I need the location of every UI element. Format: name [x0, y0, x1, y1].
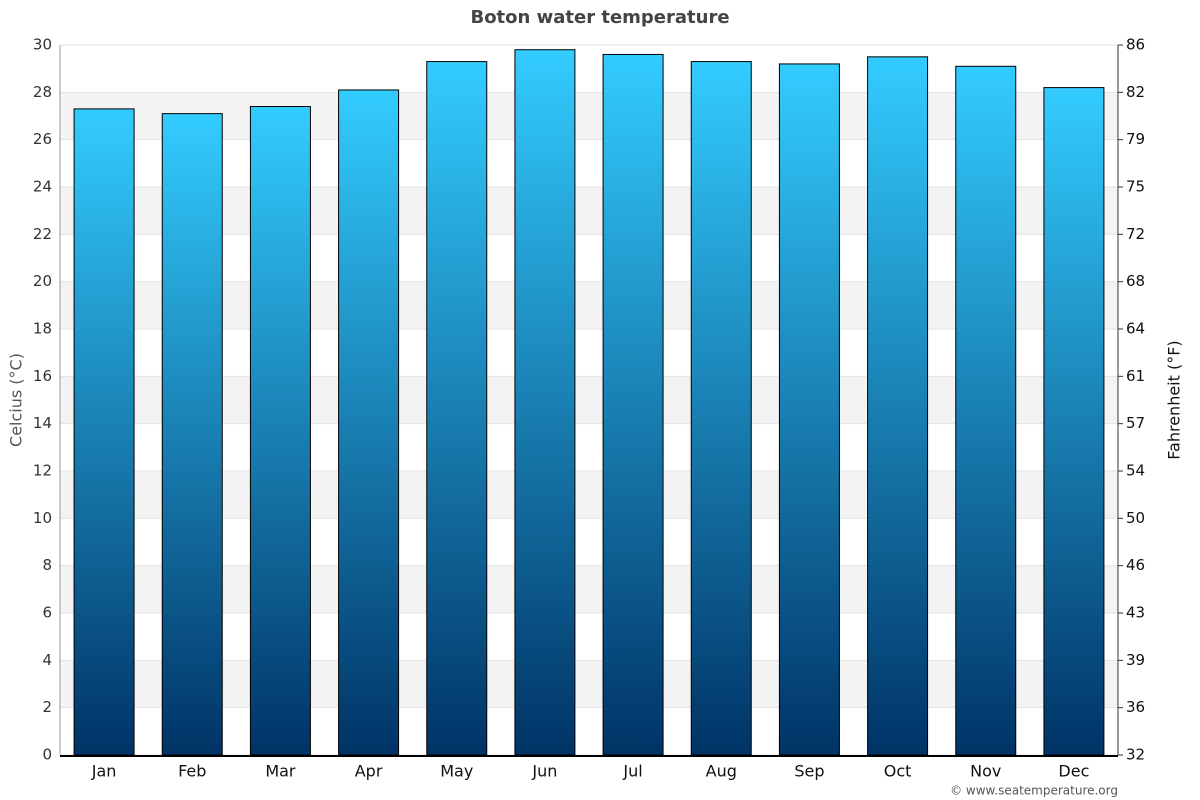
y-tick-label: 18 — [33, 320, 52, 338]
y-tick-label: 12 — [33, 462, 52, 480]
credit: © www.seatemperature.org — [950, 784, 1118, 798]
x-tick-label: Dec — [1058, 762, 1089, 781]
y2-tick-label: 64 — [1126, 320, 1145, 338]
y-tick-label: 20 — [33, 272, 52, 290]
bar — [514, 49, 576, 756]
x-tick-label: Aug — [706, 762, 737, 781]
bar — [690, 61, 752, 756]
x-tick-label: Mar — [265, 762, 296, 781]
y-tick-label: 24 — [33, 178, 52, 196]
y-tick-label: 4 — [42, 651, 52, 669]
bar — [338, 89, 400, 756]
grid-band — [60, 660, 1118, 708]
y2-tick-label: 54 — [1126, 462, 1145, 480]
x-tick-label: Jun — [531, 762, 557, 781]
y2-tick-label: 79 — [1126, 130, 1145, 148]
y2-tick-label: 75 — [1126, 178, 1145, 196]
y-tick-label: 6 — [42, 604, 52, 622]
y-tick-label: 28 — [33, 83, 52, 101]
bar — [426, 61, 488, 756]
bar — [1043, 87, 1105, 756]
y2-tick-label: 50 — [1126, 509, 1145, 527]
y-tick-label: 2 — [42, 698, 52, 716]
grid-band — [60, 281, 1118, 329]
grid-band — [60, 471, 1118, 519]
y2-tick-label: 61 — [1126, 367, 1145, 385]
y-tick-label: 26 — [33, 130, 52, 148]
y2-axis-title: Fahrenheit (°F) — [1165, 340, 1184, 459]
y-tick-label: 16 — [33, 367, 52, 385]
bar — [602, 53, 664, 756]
y-tick-label: 10 — [33, 509, 52, 527]
bar — [778, 63, 840, 756]
y2-tick-label: 32 — [1126, 746, 1145, 764]
y-tick-label: 14 — [33, 414, 52, 432]
y2-tick-label: 86 — [1126, 36, 1145, 54]
y2-tick-label: 82 — [1126, 83, 1145, 101]
grid-band — [60, 92, 1118, 140]
x-tick-label: Nov — [970, 762, 1001, 781]
bar — [161, 113, 223, 756]
chart-title: Boton water temperature — [470, 7, 729, 28]
y-tick-label: 8 — [42, 556, 52, 574]
grid-band — [60, 187, 1118, 235]
y2-tick-label: 57 — [1126, 414, 1145, 432]
y2-tick-label: 72 — [1126, 225, 1145, 243]
y-tick-label: 30 — [33, 36, 52, 54]
x-tick-label: Oct — [884, 762, 912, 781]
bar — [955, 65, 1017, 756]
x-tick-label: Sep — [794, 762, 824, 781]
bar — [867, 56, 929, 756]
x-tick-label: Jan — [91, 762, 117, 781]
grid-band — [60, 376, 1118, 424]
y-axis-title: Celcius (°C) — [7, 353, 26, 447]
y2-tick-label: 43 — [1126, 604, 1145, 622]
y-tick-label: 22 — [33, 225, 52, 243]
x-tick-label: Apr — [355, 762, 383, 781]
bar — [73, 108, 135, 756]
y2-tick-label: 68 — [1126, 272, 1145, 290]
x-tick-label: May — [440, 762, 473, 781]
y2-tick-label: 46 — [1126, 556, 1145, 574]
x-tick-label: Feb — [178, 762, 206, 781]
bar — [249, 106, 311, 756]
x-tick-label: Jul — [622, 762, 642, 781]
grid-band — [60, 565, 1118, 613]
y2-tick-label: 39 — [1126, 651, 1145, 669]
y2-tick-label: 36 — [1126, 698, 1145, 716]
y-tick-label: 0 — [42, 746, 52, 764]
